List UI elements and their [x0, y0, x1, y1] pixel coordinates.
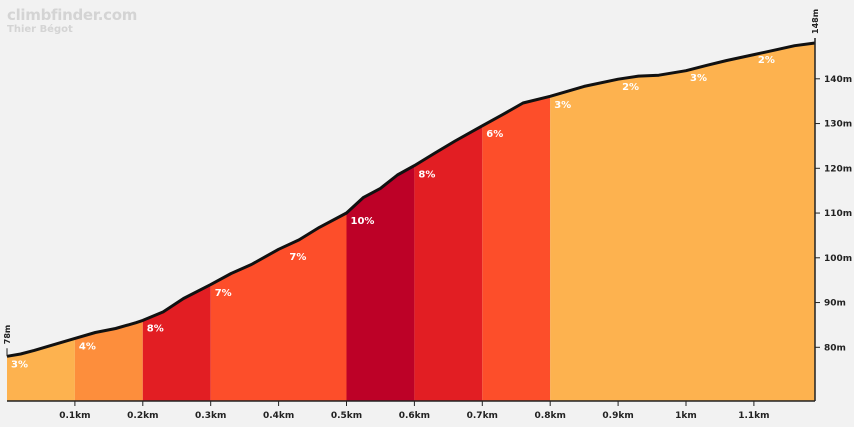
- y-tick-label: 110m: [824, 209, 852, 219]
- gradient-label: 8%: [147, 324, 164, 335]
- profile-outline: [6, 41, 816, 358]
- y-tick-label: 130m: [824, 120, 852, 130]
- end-elevation-label: 148m: [811, 9, 820, 34]
- gradient-label: 10%: [350, 216, 374, 227]
- x-tick-label: 0.8km: [535, 411, 566, 421]
- gradient-segment-fills: [7, 43, 815, 402]
- y-tick-label: 140m: [824, 75, 852, 85]
- axes: 0.1km 0.2km 0.3km 0.4km 0.5km 0.6km 0.7km 0.8km…: [3, 9, 852, 421]
- gradient-label: 4%: [79, 342, 96, 353]
- site-logo-text: climbfinder.com: [7, 6, 138, 24]
- x-tick-label: 0.7km: [467, 411, 498, 421]
- gradient-label: 7%: [289, 252, 306, 263]
- gradient-segment-8: [550, 43, 815, 401]
- gradient-segment-5: [346, 165, 415, 401]
- x-tick-label: 0.3km: [195, 411, 226, 421]
- gradient-label: 2%: [758, 55, 775, 66]
- x-tick-label: 0.5km: [331, 411, 362, 421]
- profile-line: [6, 41, 816, 358]
- start-elevation-label: 78m: [3, 325, 12, 344]
- y-tick-label: 100m: [824, 254, 852, 264]
- gradient-label: 7%: [215, 288, 232, 299]
- y-tick-label: 90m: [824, 299, 846, 309]
- x-tick-label: 0.6km: [399, 411, 430, 421]
- x-tick-label: 0.9km: [602, 411, 633, 421]
- x-tick-label: 0.4km: [263, 411, 294, 421]
- gradient-label: 2%: [622, 82, 639, 93]
- x-tick-label: 0.1km: [59, 411, 90, 421]
- y-tick-label: 80m: [824, 343, 846, 353]
- gradient-segment-4: [210, 213, 347, 401]
- gradient-label: 3%: [690, 73, 707, 84]
- x-tick-label: 1km: [675, 411, 697, 421]
- climb-name: Thier Bégot: [7, 24, 73, 35]
- x-tick-label: 1.1km: [738, 411, 769, 421]
- gradient-label: 3%: [554, 100, 571, 111]
- brand: climbfinder.com Thier Bégot: [7, 7, 137, 36]
- gradient-label: 6%: [486, 129, 503, 140]
- gradient-segment-2: [74, 320, 143, 401]
- gradient-label: 8%: [418, 169, 435, 180]
- y-tick-label: 120m: [824, 164, 852, 174]
- gradient-segment-7: [482, 96, 551, 402]
- gradient-label: 3%: [11, 359, 28, 370]
- gradient-segment-6: [414, 125, 483, 402]
- x-tick-label: 0.2km: [127, 411, 158, 421]
- gradient-labels: 3% 4% 8% 7% 7% 10% 8% 6% 3% 2% 3% 2%: [11, 55, 775, 370]
